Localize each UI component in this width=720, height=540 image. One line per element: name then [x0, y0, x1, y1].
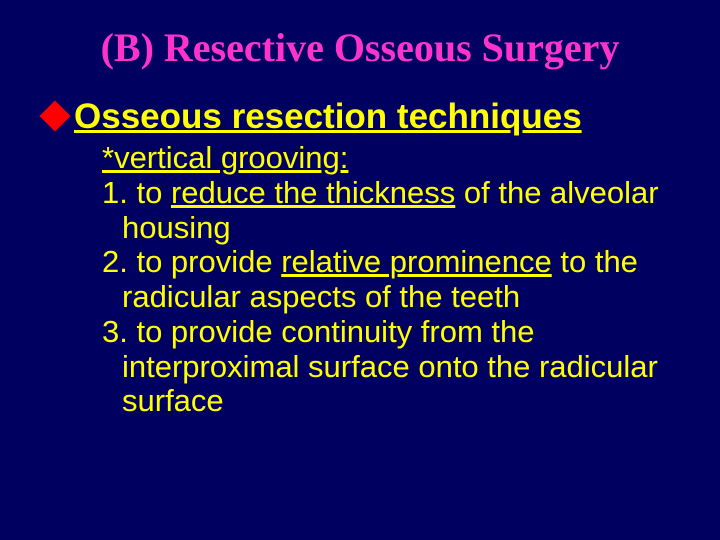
list-item: 2. to provide relative prominence to the… — [122, 245, 676, 314]
section-heading: Osseous resection techniques — [44, 97, 676, 137]
subheading: *vertical grooving: — [102, 141, 676, 176]
diamond-bullet-icon — [39, 100, 70, 131]
body-content: *vertical grooving: 1. to reduce the thi… — [102, 141, 676, 419]
list-item: 3. to provide continuity from the interp… — [122, 315, 676, 419]
slide: (B) Resective Osseous Surgery Osseous re… — [0, 0, 720, 540]
list-item: 1. to reduce the thickness of the alveol… — [122, 176, 676, 245]
section-text: Osseous resection techniques — [74, 97, 582, 137]
item1-underline: reduce the thickness — [171, 175, 455, 210]
slide-title: (B) Resective Osseous Surgery — [44, 24, 676, 71]
item2-underline: relative prominence — [281, 244, 552, 279]
item1-pre: 1. to — [102, 175, 171, 210]
item2-pre: 2. to provide — [102, 244, 281, 279]
